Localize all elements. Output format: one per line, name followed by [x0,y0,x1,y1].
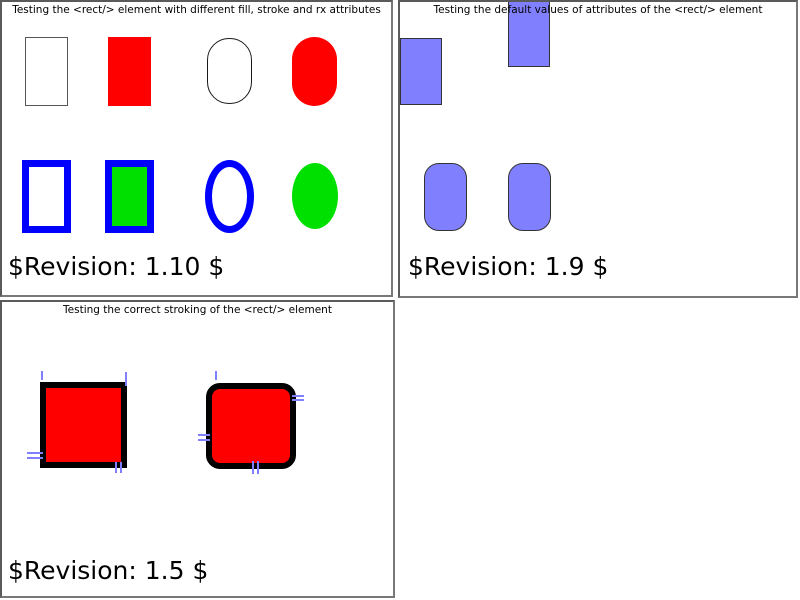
stroke-marker-tick [27,452,43,454]
panel-fill-stroke-rx-test: Testing the <rect/> element with differe… [0,0,393,297]
rect-rounded-black-stroke [207,38,252,104]
stroke-marker-tick [125,372,127,386]
stroke-marker-tick [120,462,122,473]
panel-default-values-test: Testing the default values of attributes… [398,0,798,298]
stroke-marker-tick [292,399,304,401]
rect-purple-left-clipped [400,38,442,105]
stroke-marker-tick [198,434,210,436]
rect-rounded-red-filled [292,37,337,106]
stroke-marker-tick [292,395,304,397]
panel-title: Testing the default values of attributes… [433,4,763,16]
rect-blue-stroke-green-fill [105,160,154,233]
stroke-marker-tick [215,371,217,380]
rect-red-filled [108,37,151,106]
rect-purple-under-title [508,2,550,67]
square-red-thick-black-stroke [40,382,127,468]
stroke-marker-tick [252,461,254,474]
panel-stroking-test: Testing the correct stroking of the <rec… [0,300,395,598]
stroke-marker-tick [115,462,117,473]
rect-purple-rounded-1 [424,163,467,231]
stroke-marker-tick [257,461,259,474]
stroke-marker-tick [41,371,43,380]
stroke-marker-tick [198,439,210,441]
rect-white-black-stroke [25,37,68,106]
rect-purple-rounded-2 [508,163,551,231]
rect-blue-stroke-white-fill [22,160,71,233]
square-red-thick-black-stroke-rounded [206,383,296,469]
panel-title: Testing the <rect/> element with differe… [12,4,381,16]
ellipse-green-filled [292,163,338,229]
panel-title: Testing the correct stroking of the <rec… [63,304,332,316]
ellipse-blue-stroke [205,160,254,233]
stroke-marker-tick [27,457,43,459]
revision-label: $Revision: 1.5 $ [8,556,209,585]
revision-label: $Revision: 1.9 $ [408,252,609,281]
revision-label: $Revision: 1.10 $ [8,252,225,281]
